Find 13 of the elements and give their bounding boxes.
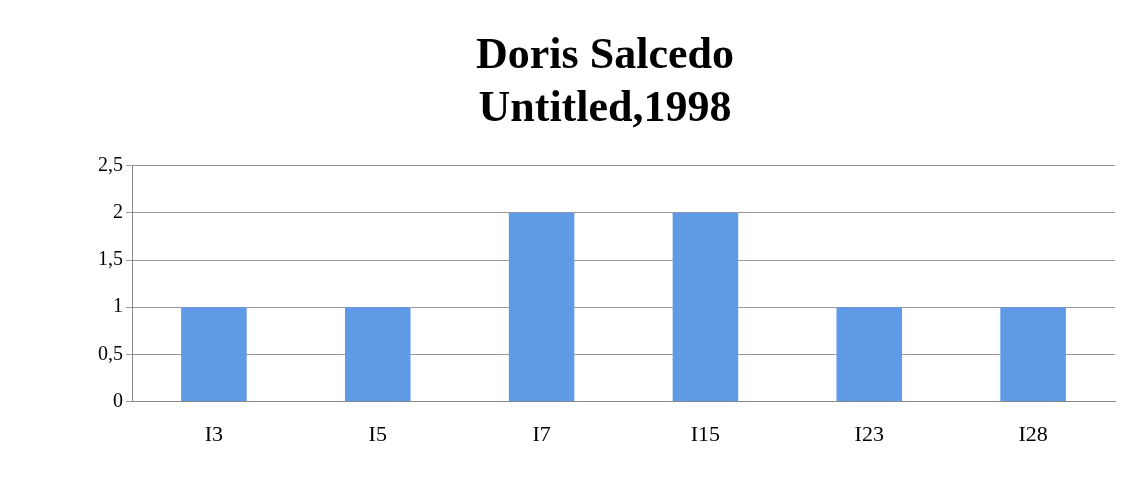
x-tick-label: I23 [854,420,884,446]
y-tick-label: 2,5 [98,152,123,175]
y-tick-label: 2 [113,200,123,223]
y-tick-label: 1,5 [98,247,123,270]
x-tick-label: I3 [204,420,224,446]
y-tick-label: 0 [113,388,123,411]
x-tick-label: I15 [690,420,721,446]
x-tick-label: I5 [368,420,387,446]
chart-title: Doris Salcedo Untitled,1998 [476,28,734,131]
y-tick-label: 1 [113,294,123,317]
x-tick-label: I7 [532,420,551,446]
x-tick-label: I28 [1018,420,1048,446]
y-tick-label: 0,5 [98,341,123,364]
